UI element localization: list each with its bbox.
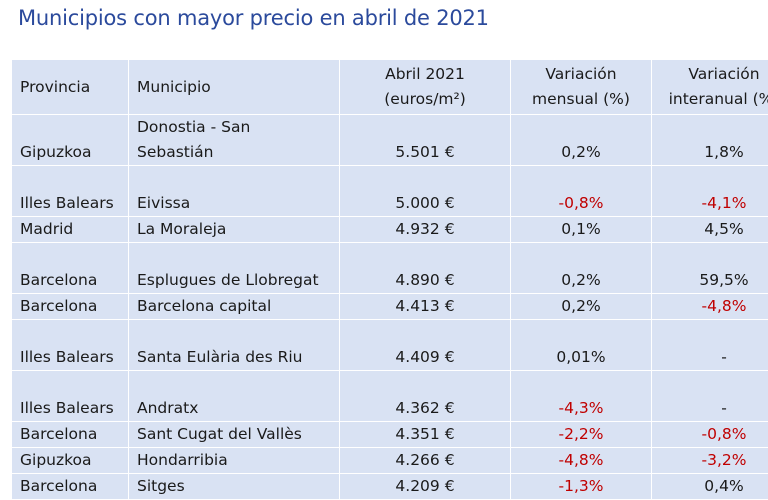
cell-municipio: Santa Eulària des Riu <box>129 320 340 371</box>
cell-mensual: 0,01% <box>511 320 652 371</box>
cell-municipio: Eivissa <box>129 166 340 217</box>
cell-provincia: Barcelona <box>12 294 129 320</box>
cell-municipio: Sant Cugat del Vallès <box>129 422 340 448</box>
cell-interanual: - <box>652 320 768 371</box>
header-mensual: Variación mensual (%) <box>511 60 652 115</box>
cell-precio: 4.409 € <box>340 320 511 371</box>
cell-mensual: -4,3% <box>511 371 652 422</box>
cell-interanual: - <box>652 371 768 422</box>
cell-precio: 5.501 € <box>340 115 511 166</box>
header-interanual: Variación interanual (%) <box>652 60 768 115</box>
cell-municipio: Andratx <box>129 371 340 422</box>
cell-mensual: -0,8% <box>511 166 652 217</box>
cell-provincia: Gipuzkoa <box>12 448 129 474</box>
cell-interanual: -4,1% <box>652 166 768 217</box>
cell-interanual: -3,2% <box>652 448 768 474</box>
cell-precio: 4.890 € <box>340 243 511 294</box>
cell-mensual: -2,2% <box>511 422 652 448</box>
cell-mensual: 0,1% <box>511 217 652 243</box>
cell-precio: 4.351 € <box>340 422 511 448</box>
cell-precio: 4.932 € <box>340 217 511 243</box>
cell-municipio: La Moraleja <box>129 217 340 243</box>
cell-precio: 4.266 € <box>340 448 511 474</box>
cell-provincia: Illes Balears <box>12 166 129 217</box>
cell-precio: 4.413 € <box>340 294 511 320</box>
table-header-row: Provincia Municipio Abril 2021 (euros/m²… <box>12 60 768 115</box>
price-table: Provincia Municipio Abril 2021 (euros/m²… <box>11 59 768 500</box>
cell-provincia: Madrid <box>12 217 129 243</box>
price-table-container: Provincia Municipio Abril 2021 (euros/m²… <box>11 59 763 500</box>
cell-interanual: -4,8% <box>652 294 768 320</box>
header-municipio: Municipio <box>129 60 340 115</box>
cell-precio: 5.000 € <box>340 166 511 217</box>
header-provincia: Provincia <box>12 60 129 115</box>
cell-interanual: 59,5% <box>652 243 768 294</box>
cell-interanual: 4,5% <box>652 217 768 243</box>
header-precio: Abril 2021 (euros/m²) <box>340 60 511 115</box>
cell-provincia: Barcelona <box>12 422 129 448</box>
cell-provincia: Illes Balears <box>12 320 129 371</box>
cell-precio: 4.362 € <box>340 371 511 422</box>
cell-provincia: Barcelona <box>12 243 129 294</box>
cell-municipio: Barcelona capital <box>129 294 340 320</box>
cell-provincia: Illes Balears <box>12 371 129 422</box>
cell-mensual: 0,2% <box>511 294 652 320</box>
cell-mensual: 0,2% <box>511 243 652 294</box>
cell-interanual: -0,8% <box>652 422 768 448</box>
cell-municipio: Hondarribia <box>129 448 340 474</box>
cell-mensual: 0,2% <box>511 115 652 166</box>
cell-provincia: Gipuzkoa <box>12 115 129 166</box>
cell-municipio: Donostia - San Sebastián <box>129 115 340 166</box>
cell-mensual: -4,8% <box>511 448 652 474</box>
page-title: Municipios con mayor precio en abril de … <box>18 6 489 30</box>
cell-municipio: Esplugues de Llobregat <box>129 243 340 294</box>
cell-interanual: 1,8% <box>652 115 768 166</box>
